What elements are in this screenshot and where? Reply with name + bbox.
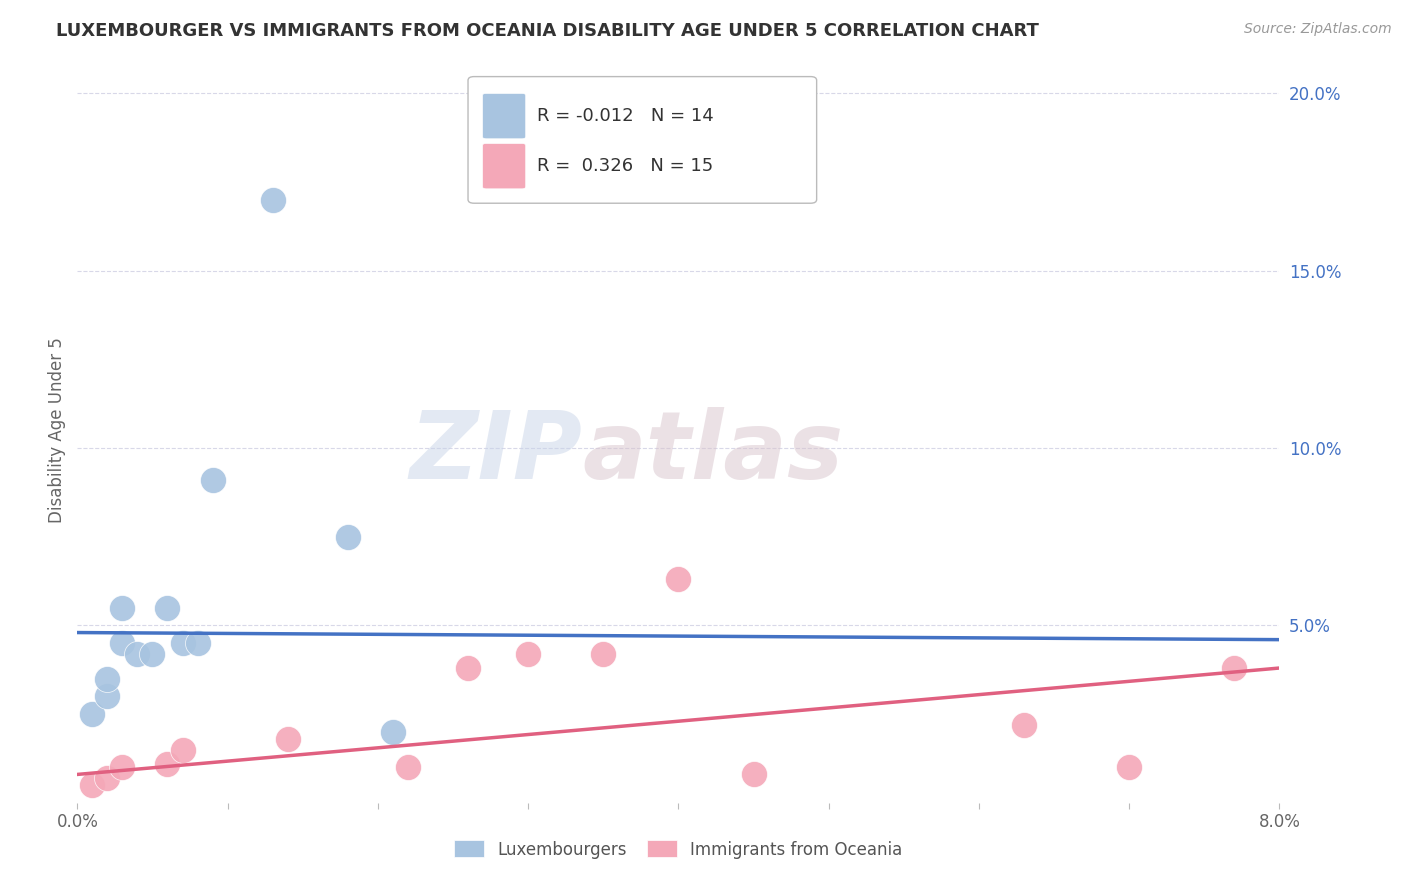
Point <box>592 647 614 661</box>
Point <box>187 636 209 650</box>
FancyBboxPatch shape <box>468 77 817 203</box>
Text: R = -0.012   N = 14: R = -0.012 N = 14 <box>537 107 713 125</box>
Point <box>396 760 419 774</box>
Point <box>277 731 299 746</box>
Y-axis label: Disability Age Under 5: Disability Age Under 5 <box>48 337 66 524</box>
Point <box>156 600 179 615</box>
Point <box>742 767 765 781</box>
Point <box>111 600 134 615</box>
Text: R =  0.326   N = 15: R = 0.326 N = 15 <box>537 157 713 175</box>
Point <box>1012 718 1035 732</box>
Point <box>82 778 104 792</box>
Point <box>1118 760 1140 774</box>
Point <box>457 661 479 675</box>
Point <box>111 760 134 774</box>
Point <box>201 473 224 487</box>
Point <box>96 672 118 686</box>
Point <box>668 573 690 587</box>
Point <box>96 771 118 785</box>
FancyBboxPatch shape <box>482 94 526 139</box>
Point <box>381 724 404 739</box>
Text: LUXEMBOURGER VS IMMIGRANTS FROM OCEANIA DISABILITY AGE UNDER 5 CORRELATION CHART: LUXEMBOURGER VS IMMIGRANTS FROM OCEANIA … <box>56 22 1039 40</box>
Point <box>172 742 194 756</box>
Point <box>82 707 104 722</box>
Point <box>96 690 118 704</box>
Point <box>1223 661 1246 675</box>
Point <box>156 756 179 771</box>
Point <box>517 647 540 661</box>
Text: ZIP: ZIP <box>409 407 582 499</box>
Point <box>127 647 149 661</box>
Point <box>336 530 359 544</box>
Text: atlas: atlas <box>582 407 844 499</box>
Point <box>141 647 163 661</box>
Legend: Luxembourgers, Immigrants from Oceania: Luxembourgers, Immigrants from Oceania <box>447 834 910 865</box>
Point <box>262 193 284 207</box>
Text: Source: ZipAtlas.com: Source: ZipAtlas.com <box>1244 22 1392 37</box>
Point <box>172 636 194 650</box>
Point <box>111 636 134 650</box>
FancyBboxPatch shape <box>482 144 526 189</box>
